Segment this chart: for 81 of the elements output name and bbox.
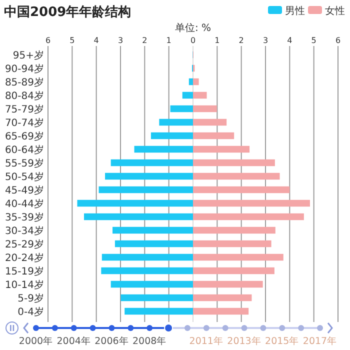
x-tick-label: 4 <box>287 36 292 45</box>
x-tick-label: 3 <box>262 36 268 45</box>
bar <box>77 200 193 207</box>
bar <box>193 254 284 261</box>
bar <box>193 200 310 207</box>
y-tick-label: 20-24岁 <box>4 252 44 264</box>
bar <box>159 118 193 126</box>
x-tick-label: 3 <box>118 36 124 45</box>
bar <box>193 105 217 112</box>
y-tick-label: 5-9岁 <box>18 292 44 304</box>
x-tick-label: 4 <box>94 36 99 45</box>
x-tick-label: 6 <box>335 36 341 45</box>
bar <box>101 267 193 274</box>
text: 2015年 <box>265 335 300 347</box>
y-tick-label: 55-59岁 <box>4 157 44 170</box>
bar <box>193 132 234 140</box>
y-tick-label: 80-84岁 <box>4 90 44 102</box>
y-tick-label: 40-44岁 <box>4 198 44 210</box>
bar <box>193 213 304 220</box>
y-tick-label: 10-14岁 <box>4 278 44 291</box>
bar <box>110 280 193 288</box>
y-tick-label: 95+岁 <box>12 49 44 62</box>
bar <box>193 118 227 126</box>
y-tick-label: 70-74岁 <box>4 116 44 129</box>
bar <box>124 308 193 315</box>
text: 2011年 <box>189 335 224 347</box>
x-tick-label: 1 <box>166 36 172 45</box>
bar <box>193 78 199 86</box>
y-tick-label: 50-54岁 <box>4 170 44 183</box>
bar <box>193 146 250 153</box>
x-tick-label: 2 <box>142 36 148 45</box>
bar <box>193 280 263 288</box>
chart-title: 中国2009年年龄结构 <box>4 5 132 20</box>
bar <box>170 105 193 112</box>
bar <box>193 92 207 99</box>
bar <box>134 146 193 153</box>
text: 2004年 <box>56 335 91 347</box>
text: 2013年 <box>227 335 262 347</box>
bar <box>112 226 193 234</box>
legend-label: 女性 <box>325 5 345 17</box>
bar <box>193 267 274 274</box>
text: 2006年 <box>94 335 129 347</box>
y-tick-label: 0-4岁 <box>18 306 44 318</box>
bar <box>98 186 193 194</box>
bar <box>193 240 272 248</box>
bar <box>114 240 193 248</box>
x-tick-label: 5 <box>311 36 316 45</box>
legend-label: 男性 <box>285 5 305 17</box>
text: 2017年 <box>302 335 338 347</box>
bar <box>105 172 193 180</box>
bar <box>84 213 193 220</box>
bar <box>193 308 249 315</box>
x-tick-label: 0 <box>190 36 196 45</box>
bar <box>193 294 252 302</box>
text: 2000年 <box>18 335 54 347</box>
x-tick-label: 5 <box>70 36 75 45</box>
bar <box>193 226 276 234</box>
bar <box>110 159 193 166</box>
x-tick-label: 1 <box>214 36 220 45</box>
y-tick-label: 90-94岁 <box>4 62 44 75</box>
bar <box>193 186 290 194</box>
bar <box>188 78 193 86</box>
x-tick-label: 2 <box>238 36 244 45</box>
y-tick-label: 85-89岁 <box>4 76 44 88</box>
y-tick-label: 30-34岁 <box>4 224 44 237</box>
y-tick-label: 25-29岁 <box>4 238 44 250</box>
y-tick-label: 15-19岁 <box>4 265 44 278</box>
bar <box>120 294 193 302</box>
y-tick-label: 65-69岁 <box>4 130 44 142</box>
x-tick-label: 6 <box>45 36 51 45</box>
bar <box>193 172 280 180</box>
y-tick-label: 35-39岁 <box>4 211 44 224</box>
bar <box>150 132 193 140</box>
y-tick-label: 75-79岁 <box>4 103 44 116</box>
text: 2008年 <box>132 335 167 347</box>
bar <box>182 92 193 99</box>
y-tick-label: 60-64岁 <box>4 144 44 156</box>
bar <box>193 159 275 166</box>
bar <box>102 254 193 261</box>
y-tick-label: 45-49岁 <box>4 184 44 196</box>
x-axis-title: 单位: % <box>174 22 212 34</box>
